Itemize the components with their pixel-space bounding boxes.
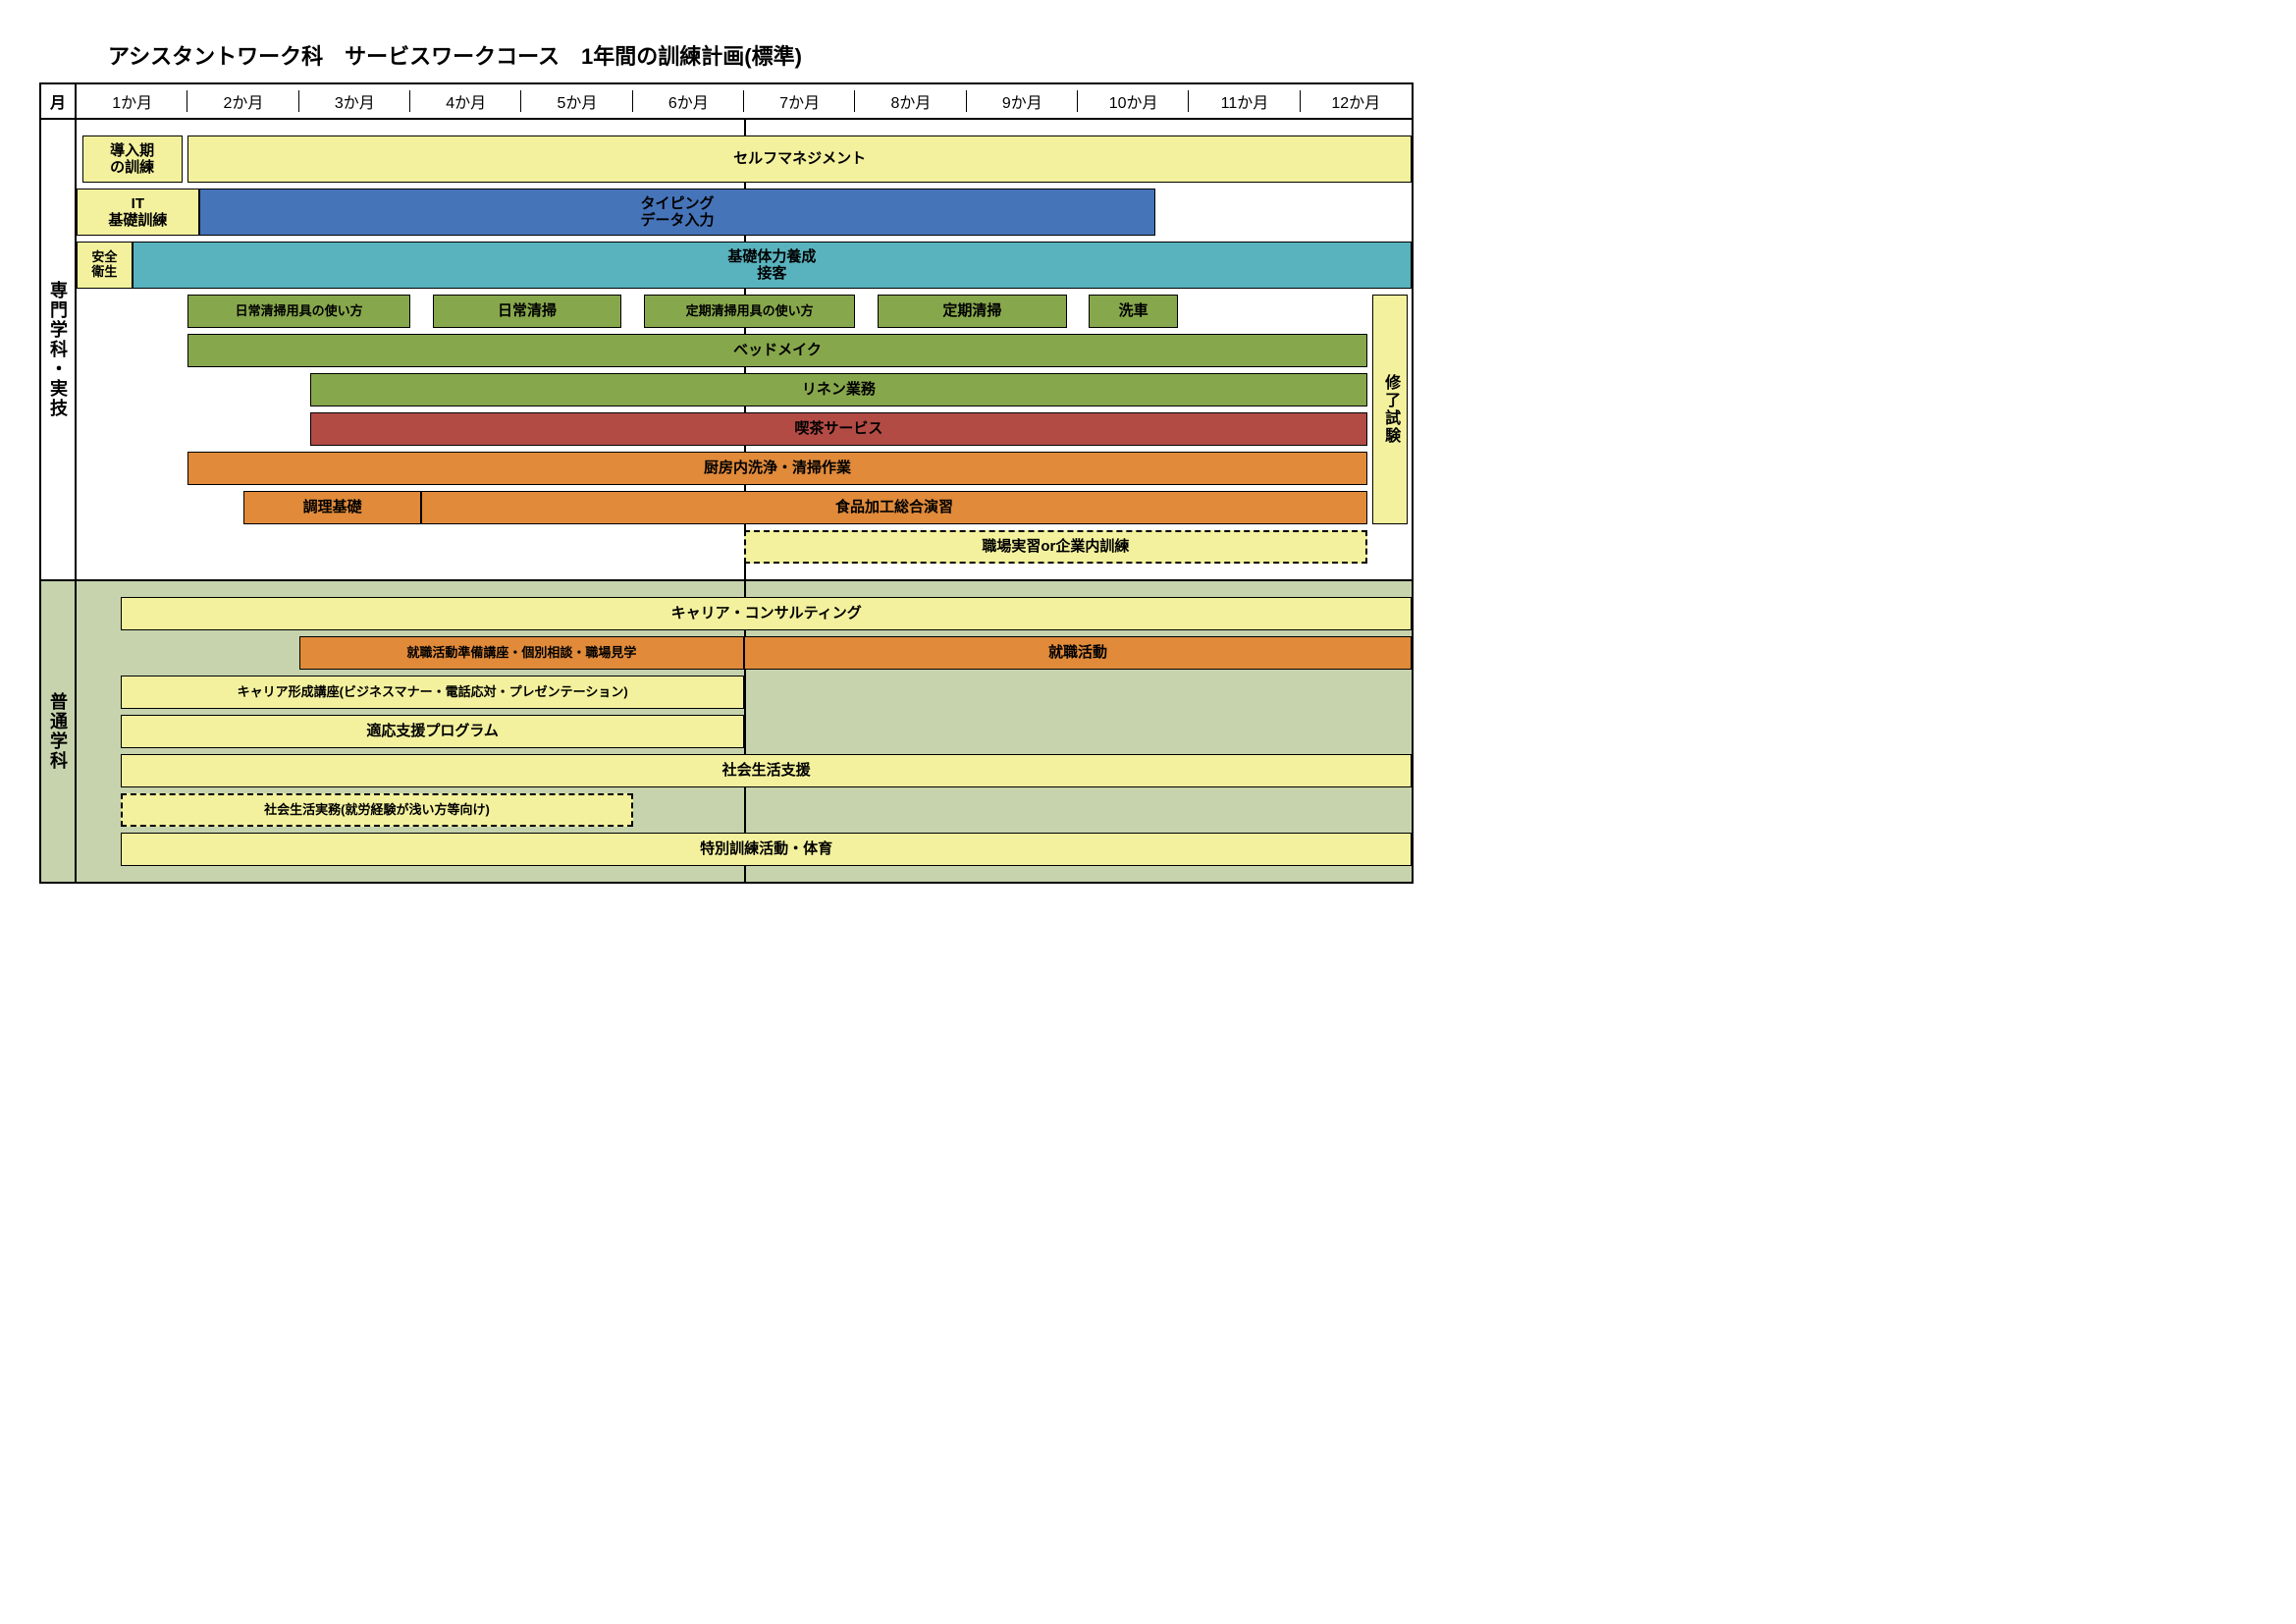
gantt-row: 職場実習or企業内訓練 [77,530,1412,564]
gantt-row: 社会生活支援 [77,754,1412,787]
gantt-bar: 定期清掃用具の使い方 [644,295,855,328]
page-title: アシスタントワーク科 サービスワークコース 1年間の訓練計画(標準) [108,39,2257,71]
gantt-bar: タイピング データ入力 [199,189,1156,236]
gantt-bar: 安全 衛生 [77,242,133,289]
gantt-bar: 基礎体力養成 接客 [133,242,1412,289]
section-specialized: 専門学科・実技 導入期 の訓練セルフマネジメント IT 基礎訓練タイピング データ… [41,120,1412,579]
gantt-bar: 食品加工総合演習 [421,491,1366,524]
gantt-bar: 定期清掃 [878,295,1067,328]
header-columns: 1か月2か月3か月4か月5か月6か月7か月8か月9か月10か月11か月12か月 [77,84,1412,118]
gantt-bar: キャリア・コンサルティング [121,597,1412,630]
gantt-bar: キャリア形成講座(ビジネスマナー・電話応対・プレゼンテーション) [121,676,744,709]
header-col: 8か月 [855,84,966,118]
gantt-bar: 調理基礎 [243,491,421,524]
gantt-bar: 洗車 [1089,295,1178,328]
section-b-label: 普通学科 [41,581,77,882]
gantt-row: 調理基礎食品加工総合演習 [77,491,1412,524]
gantt-row: 社会生活実務(就労経験が浅い方等向け) [77,793,1412,827]
gantt-bar: 導入期 の訓練 [82,135,183,183]
header-col: 7か月 [744,84,855,118]
gantt-row: 安全 衛生基礎体力養成 接客 [77,242,1412,289]
header-col: 3か月 [299,84,410,118]
gantt-row: 就職活動準備講座・個別相談・職場見学就職活動 [77,636,1412,670]
final-exam-bar: 修了試験 [1372,295,1408,524]
header-col: 12か月 [1301,84,1412,118]
gantt-row: キャリア・コンサルティング [77,597,1412,630]
gantt-row: 導入期 の訓練セルフマネジメント [77,135,1412,183]
header-col: 1か月 [77,84,187,118]
gantt-row: 特別訓練活動・体育 [77,833,1412,866]
gantt-bar: 特別訓練活動・体育 [121,833,1412,866]
header-col: 11か月 [1189,84,1300,118]
gantt-row: ベッドメイク [77,334,1412,367]
gantt-row: 日常清掃用具の使い方日常清掃定期清掃用具の使い方定期清掃洗車 [77,295,1412,328]
gantt-bar: ベッドメイク [187,334,1366,367]
header-month-label: 月 [41,84,77,118]
header-col: 6か月 [633,84,744,118]
header-row: 月 1か月2か月3か月4か月5か月6か月7か月8か月9か月10か月11か月12か… [41,84,1412,120]
gantt-bar: IT 基礎訓練 [77,189,199,236]
gantt-bar: 厨房内洗浄・清掃作業 [187,452,1366,485]
gantt-row: リネン業務 [77,373,1412,406]
section-a-body: 導入期 の訓練セルフマネジメントIT 基礎訓練タイピング データ入力安全 衛生基… [77,120,1412,579]
gantt-bar: 日常清掃用具の使い方 [187,295,410,328]
gantt-bar: リネン業務 [310,373,1367,406]
gantt-bar: 社会生活支援 [121,754,1412,787]
header-col: 9か月 [967,84,1078,118]
gantt-bar: 適応支援プログラム [121,715,744,748]
header-col: 4か月 [410,84,521,118]
header-col: 5か月 [521,84,632,118]
gantt-row: 適応支援プログラム [77,715,1412,748]
gantt-bar: 社会生活実務(就労経験が浅い方等向け) [121,793,632,827]
header-col: 2か月 [187,84,298,118]
gantt-chart: 月 1か月2か月3か月4か月5か月6か月7か月8か月9か月10か月11か月12か… [39,82,1414,884]
header-col: 10か月 [1078,84,1189,118]
gantt-bar: 日常清掃 [433,295,622,328]
gantt-row: IT 基礎訓練タイピング データ入力 [77,189,1412,236]
gantt-row: キャリア形成講座(ビジネスマナー・電話応対・プレゼンテーション) [77,676,1412,709]
gantt-bar: 職場実習or企業内訓練 [744,530,1367,564]
section-b-body: キャリア・コンサルティング就職活動準備講座・個別相談・職場見学就職活動キャリア形… [77,581,1412,882]
gantt-bar: 就職活動 [744,636,1412,670]
section-a-label: 専門学科・実技 [41,120,77,579]
gantt-bar: 就職活動準備講座・個別相談・職場見学 [299,636,744,670]
section-general: 普通学科 キャリア・コンサルティング就職活動準備講座・個別相談・職場見学就職活動… [41,579,1412,882]
gantt-bar: 喫茶サービス [310,412,1367,446]
gantt-row: 喫茶サービス [77,412,1412,446]
gantt-row: 厨房内洗浄・清掃作業 [77,452,1412,485]
gantt-bar: セルフマネジメント [187,135,1412,183]
